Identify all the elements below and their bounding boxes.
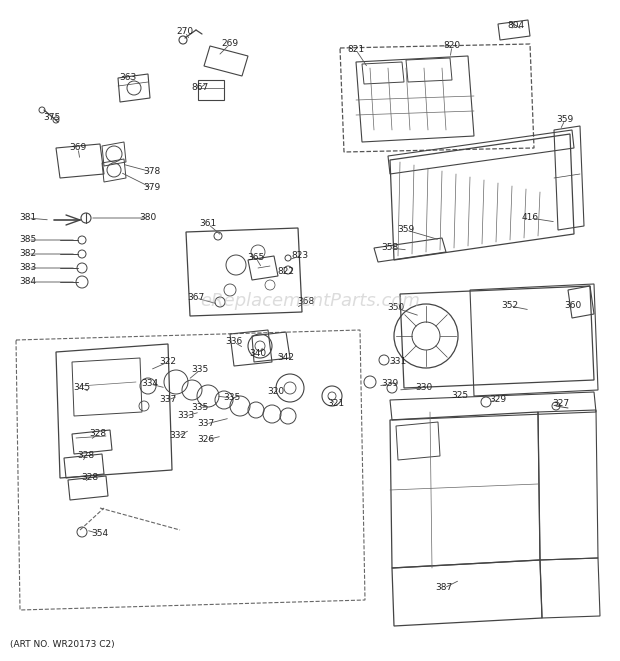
- Text: 335: 335: [192, 366, 208, 375]
- Text: 339: 339: [381, 379, 399, 389]
- Text: (ART NO. WR20173 C2): (ART NO. WR20173 C2): [10, 640, 115, 649]
- Text: 359: 359: [397, 225, 415, 235]
- Text: 379: 379: [143, 184, 161, 192]
- Text: eReplacementParts.com: eReplacementParts.com: [200, 292, 420, 309]
- Text: 380: 380: [140, 214, 157, 223]
- Text: 350: 350: [388, 303, 405, 313]
- Text: 330: 330: [415, 383, 433, 393]
- Text: 325: 325: [451, 391, 469, 401]
- Text: 326: 326: [197, 436, 215, 444]
- Text: 369: 369: [69, 143, 87, 153]
- Text: 322: 322: [159, 358, 177, 366]
- Text: 378: 378: [143, 167, 161, 176]
- Text: 320: 320: [267, 387, 285, 397]
- Text: 360: 360: [564, 301, 582, 311]
- Text: 823: 823: [291, 251, 309, 260]
- Text: 327: 327: [552, 399, 570, 408]
- Text: 383: 383: [19, 264, 37, 272]
- Text: 340: 340: [249, 350, 267, 358]
- Text: 416: 416: [521, 214, 539, 223]
- Text: 337: 337: [197, 420, 215, 428]
- Text: 328: 328: [89, 430, 107, 438]
- Text: 331: 331: [389, 358, 407, 366]
- Text: 336: 336: [226, 338, 242, 346]
- Text: 354: 354: [91, 529, 108, 539]
- Text: 375: 375: [43, 114, 61, 122]
- Text: 359: 359: [556, 116, 574, 124]
- Text: 358: 358: [381, 243, 399, 253]
- Text: 367: 367: [187, 293, 205, 303]
- Text: 352: 352: [502, 301, 518, 311]
- Text: 329: 329: [489, 395, 507, 405]
- Text: 867: 867: [192, 83, 208, 93]
- Text: 269: 269: [221, 40, 239, 48]
- Text: 804: 804: [507, 22, 525, 30]
- Text: 368: 368: [298, 297, 314, 307]
- Text: 333: 333: [177, 412, 195, 420]
- Text: 381: 381: [19, 214, 37, 223]
- Text: 328: 328: [81, 473, 99, 483]
- Text: 384: 384: [19, 278, 37, 286]
- Text: 345: 345: [73, 383, 91, 393]
- Text: 365: 365: [247, 254, 265, 262]
- Text: 822: 822: [278, 268, 294, 276]
- Text: 363: 363: [120, 73, 136, 83]
- Text: 334: 334: [141, 379, 159, 389]
- Text: 335: 335: [192, 403, 208, 412]
- Text: 335: 335: [223, 393, 241, 403]
- Text: 820: 820: [443, 42, 461, 50]
- Text: 321: 321: [327, 399, 345, 408]
- Text: 337: 337: [159, 395, 177, 405]
- Text: 332: 332: [169, 432, 187, 440]
- Text: 385: 385: [19, 235, 37, 245]
- Text: 270: 270: [177, 28, 193, 36]
- Text: 342: 342: [278, 354, 294, 362]
- Text: 382: 382: [19, 249, 37, 258]
- Text: 361: 361: [200, 219, 216, 229]
- Text: 387: 387: [435, 584, 453, 592]
- Text: 821: 821: [347, 46, 365, 54]
- Text: 328: 328: [78, 451, 95, 461]
